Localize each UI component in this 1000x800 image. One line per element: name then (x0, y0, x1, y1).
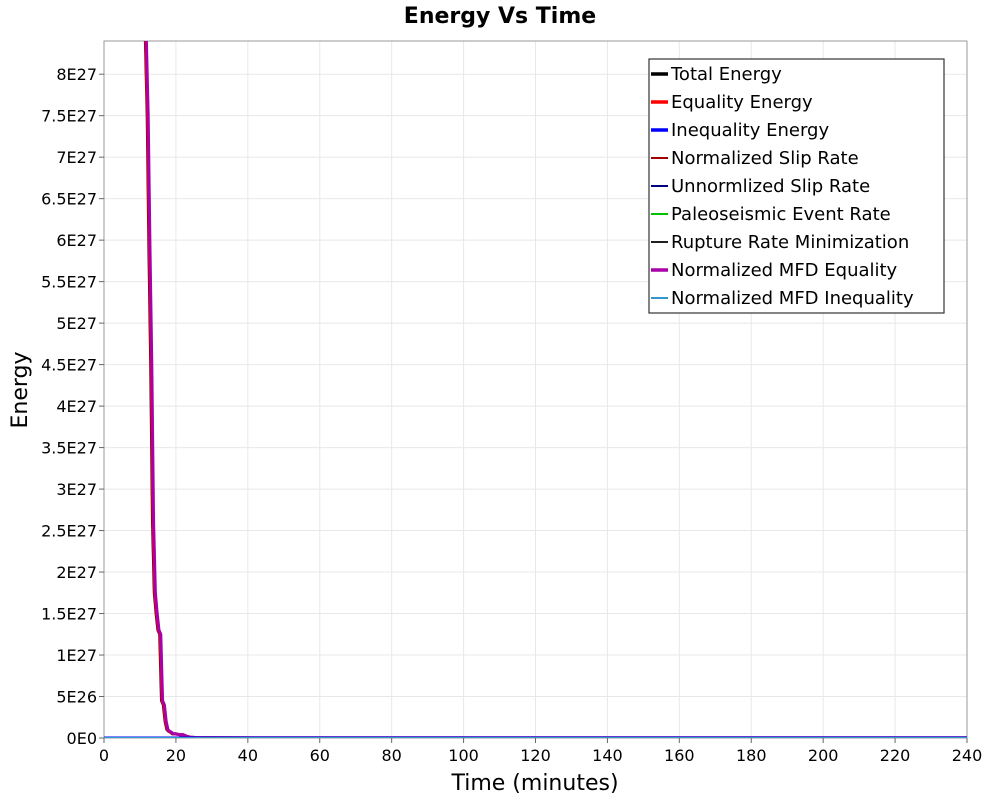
y-tick-label: 2E27 (56, 563, 97, 582)
x-tick-label: 140 (592, 746, 623, 765)
y-tick-label: 4E27 (56, 397, 97, 416)
y-tick-label: 5E26 (56, 688, 97, 707)
chart-title: Energy Vs Time (404, 4, 596, 29)
x-tick-label: 20 (166, 746, 186, 765)
x-axis-ticks: 0 20 40 60 80 100 120 140 160 180 200 220 240 (99, 738, 982, 765)
y-tick-label: 7.5E27 (41, 107, 97, 126)
x-tick-label: 220 (880, 746, 911, 765)
y-tick-label: 6.5E27 (41, 190, 97, 209)
legend-entry-label: Normalized Slip Rate (671, 148, 859, 169)
x-tick-label: 0 (99, 746, 109, 765)
y-tick-label: 1.5E27 (41, 605, 97, 624)
x-tick-label: 240 (952, 746, 983, 765)
y-axis-ticks: 0E0 5E26 1E27 1.5E27 2E27 2.5E27 3E27 3.5E27 4E2… (41, 65, 104, 748)
y-tick-label: 8E27 (56, 65, 97, 84)
y-tick-label: 4.5E27 (41, 356, 97, 375)
legend-entry-label: Normalized MFD Inequality (671, 288, 914, 309)
y-tick-label: 6E27 (56, 231, 97, 250)
x-tick-label: 160 (664, 746, 695, 765)
x-tick-label: 100 (448, 746, 479, 765)
y-tick-label: 1E27 (56, 646, 97, 665)
legend-entry-label: Unnormlized Slip Rate (671, 176, 870, 197)
series-layer (104, 41, 967, 738)
x-tick-label: 120 (520, 746, 551, 765)
legend-box (648, 58, 945, 314)
legend-entry-label: Paleoseismic Event Rate (671, 204, 891, 225)
legend-entry-label: Total Energy (670, 64, 782, 85)
legend-entry-label: Normalized MFD Equality (671, 260, 898, 281)
y-tick-label: 0E0 (67, 729, 97, 748)
x-tick-label: 200 (808, 746, 839, 765)
legend-entry-label: Equality Energy (671, 92, 813, 113)
y-tick-label: 5E27 (56, 314, 97, 333)
legend: Total Energy Equality Energy Inequality En… (648, 58, 945, 314)
y-tick-label: 5.5E27 (41, 273, 97, 292)
legend-entry-label: Inequality Energy (671, 120, 829, 141)
legend-entry-label: Rupture Rate Minimization (671, 232, 909, 253)
y-tick-label: 2.5E27 (41, 522, 97, 541)
y-axis-title: Energy (8, 351, 33, 428)
y-tick-label: 7E27 (56, 148, 97, 167)
y-tick-label: 3.5E27 (41, 439, 97, 458)
y-tick-label: 3E27 (56, 480, 97, 499)
x-axis-title: Time (minutes) (450, 771, 618, 796)
x-tick-label: 40 (238, 746, 258, 765)
x-tick-label: 80 (381, 746, 401, 765)
x-tick-label: 60 (310, 746, 330, 765)
x-tick-label: 180 (736, 746, 767, 765)
